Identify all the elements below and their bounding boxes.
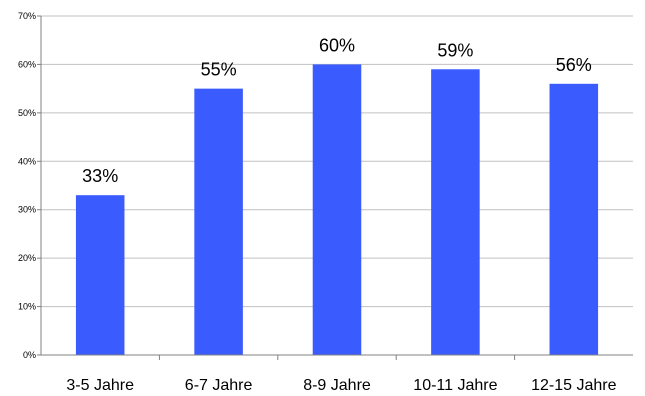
y-tick-label: 20% xyxy=(18,253,36,263)
y-tick-label: 50% xyxy=(18,108,36,118)
bar xyxy=(75,195,125,355)
data-label: 55% xyxy=(201,60,237,80)
data-label: 60% xyxy=(319,35,355,55)
y-tick-label: 10% xyxy=(18,302,36,312)
bar xyxy=(549,83,599,356)
y-tick-label: 0% xyxy=(23,350,36,360)
bars xyxy=(75,64,599,356)
data-label: 56% xyxy=(556,55,592,75)
labels: 0% 10% 20% 30% 40% 50% 60% 70% 33% 3-5 Jahre 55% 6-… xyxy=(18,11,617,394)
data-label: 59% xyxy=(437,40,473,60)
x-tick-label: 10-11 Jahre xyxy=(413,377,497,394)
x-tick-label: 6-7 Jahre xyxy=(185,377,253,394)
x-tick-label: 8-9 Jahre xyxy=(303,377,371,394)
y-tick-label: 40% xyxy=(18,156,36,166)
y-tick-label: 60% xyxy=(18,59,36,69)
y-tick-label: 70% xyxy=(18,11,36,21)
y-tick-label: 30% xyxy=(18,205,36,215)
bar xyxy=(194,88,243,356)
bar xyxy=(431,69,480,356)
x-tick-label: 12-15 Jahre xyxy=(531,377,616,394)
axes xyxy=(37,15,633,360)
data-label: 33% xyxy=(82,166,118,186)
x-tick-label: 3-5 Jahre xyxy=(66,377,134,394)
bar xyxy=(312,64,362,355)
